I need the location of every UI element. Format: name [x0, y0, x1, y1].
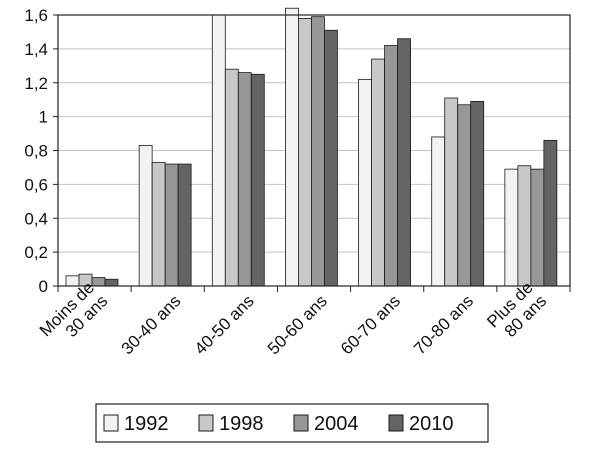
bar-2010-5	[470, 100, 485, 287]
bar-2004-3	[311, 16, 325, 287]
bar-2004-2	[237, 72, 252, 287]
plot-frame	[57, 14, 571, 287]
y-tick-label: 1,6	[24, 6, 48, 25]
bar-1998-5	[444, 97, 459, 287]
y-tick-label: 0,2	[24, 243, 48, 262]
category-label: 70-80 ans	[410, 291, 477, 358]
y-tick-label: 0,6	[24, 175, 48, 194]
bar-2004-6	[530, 168, 545, 287]
bar-2010-6	[543, 139, 558, 287]
legend-swatch-2004	[293, 414, 309, 432]
bar-1992-1	[138, 145, 153, 287]
bar-1992-4	[358, 78, 372, 287]
category-label: 30-40 ans	[118, 291, 185, 358]
legend-label-2004: 2004	[314, 413, 359, 435]
bar-1992-3	[285, 7, 299, 287]
y-tick-label: 0,4	[24, 209, 48, 228]
legend-swatch-1998	[198, 414, 214, 432]
legend-label-1998: 1998	[219, 413, 264, 435]
bar-2010-0	[104, 278, 119, 287]
bar-2004-0	[91, 277, 106, 287]
bar-1992-2	[211, 14, 226, 287]
bar-1998-3	[298, 17, 312, 287]
bar-2010-2	[250, 73, 265, 287]
bar-2004-5	[457, 104, 472, 287]
y-tick-labels: 0 0,2 0,4 0,6 0,8 1 1,2 1,4 1,6	[24, 6, 48, 296]
legend-swatch-2010	[388, 414, 404, 432]
category-label-line: 50-60 ans	[264, 291, 331, 358]
bar-2004-1	[164, 163, 179, 287]
bar-2004-4	[384, 45, 398, 287]
bar-2010-1	[177, 163, 192, 287]
bar-1998-1	[151, 161, 166, 287]
legend-swatch-1992	[103, 414, 119, 432]
bar-1992-6	[504, 168, 519, 287]
category-label: 50-60 ans	[264, 291, 331, 358]
category-label-line: 70-80 ans	[410, 291, 477, 358]
y-tick-label: 1	[39, 108, 48, 127]
legend-label-1992: 1992	[124, 413, 169, 435]
bars	[65, 7, 558, 287]
category-label-line: 30-40 ans	[118, 291, 185, 358]
category-label: 60-70 ans	[337, 291, 404, 358]
bar-2010-3	[324, 29, 338, 287]
legend-label-2010: 2010	[409, 413, 454, 435]
bar-2010-4	[397, 38, 411, 287]
legend: 1992 1998 2004 2010	[95, 403, 489, 443]
y-tick-label: 1,2	[24, 74, 48, 93]
bar-1998-6	[517, 165, 532, 287]
y-tick-label: 0	[39, 277, 48, 296]
bar-1998-2	[224, 68, 239, 287]
category-label: Plus de80 ans	[483, 278, 550, 345]
y-tick-label: 0,8	[24, 142, 48, 161]
bar-1992-5	[431, 136, 446, 287]
category-labels: Moins de30 ans 30-40 ans 40-50 ans 50-60 an…	[36, 278, 551, 358]
legend-box	[95, 403, 489, 443]
bar-1998-4	[371, 58, 385, 287]
category-label: 40-50 ans	[191, 291, 258, 358]
category-label-line: 60-70 ans	[337, 291, 404, 358]
category-label-line: 40-50 ans	[191, 291, 258, 358]
axes	[53, 14, 571, 292]
y-tick-label: 1,4	[24, 40, 48, 59]
